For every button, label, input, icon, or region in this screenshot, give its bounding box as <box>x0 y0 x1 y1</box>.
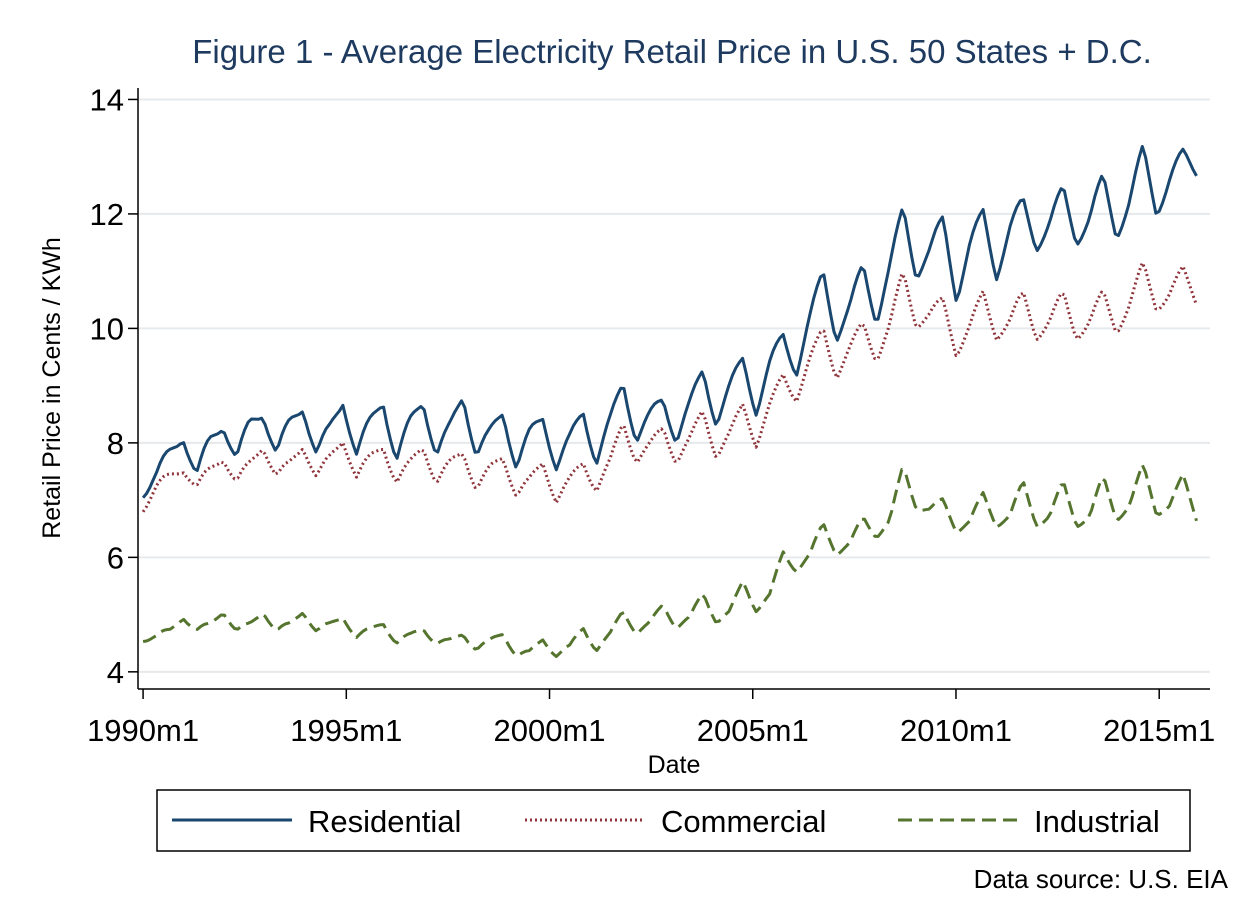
series-lines <box>141 145 1198 658</box>
legend-label-industrial: Industrial <box>1034 804 1160 839</box>
x-tick-label-2015m1: 2015m1 <box>1103 713 1215 748</box>
gridlines <box>138 98 1210 673</box>
legend-label-residential: Residential <box>308 804 461 839</box>
series-line-industrial <box>142 463 1198 658</box>
series-line-residential <box>141 145 1198 499</box>
y-tick-label-6: 6 <box>107 540 124 575</box>
y-tick-label-4: 4 <box>107 655 124 690</box>
legend-box <box>156 789 1191 852</box>
series-line-commercial <box>141 261 1198 513</box>
x-tick-label-1995m1: 1995m1 <box>290 713 402 748</box>
y-tick-label-14: 14 <box>90 82 124 117</box>
legend-label-commercial: Commercial <box>661 804 826 839</box>
y-ticks: 4 6 8 10 12 14 <box>90 82 138 690</box>
x-ticks: 1990m1 1995m1 2000m1 2005m1 2010m1 2015m1 <box>87 689 1215 748</box>
x-tick-label-2005m1: 2005m1 <box>697 713 809 748</box>
legend: Residential Commercial Industrial <box>156 789 1191 852</box>
chart-title: Figure 1 - Average Electricity Retail Pr… <box>192 33 1152 70</box>
y-tick-label-12: 12 <box>90 197 124 232</box>
x-tick-label-2000m1: 2000m1 <box>494 713 606 748</box>
y-tick-label-8: 8 <box>107 426 124 461</box>
source-note: Data source: U.S. EIA <box>974 864 1229 894</box>
x-axis-label: Date <box>648 751 701 779</box>
x-tick-label-2010m1: 2010m1 <box>900 713 1012 748</box>
x-tick-label-1990m1: 1990m1 <box>87 713 199 748</box>
y-axis-label: Retail Price in Cents / KWh <box>38 237 66 539</box>
y-tick-label-10: 10 <box>90 311 124 346</box>
